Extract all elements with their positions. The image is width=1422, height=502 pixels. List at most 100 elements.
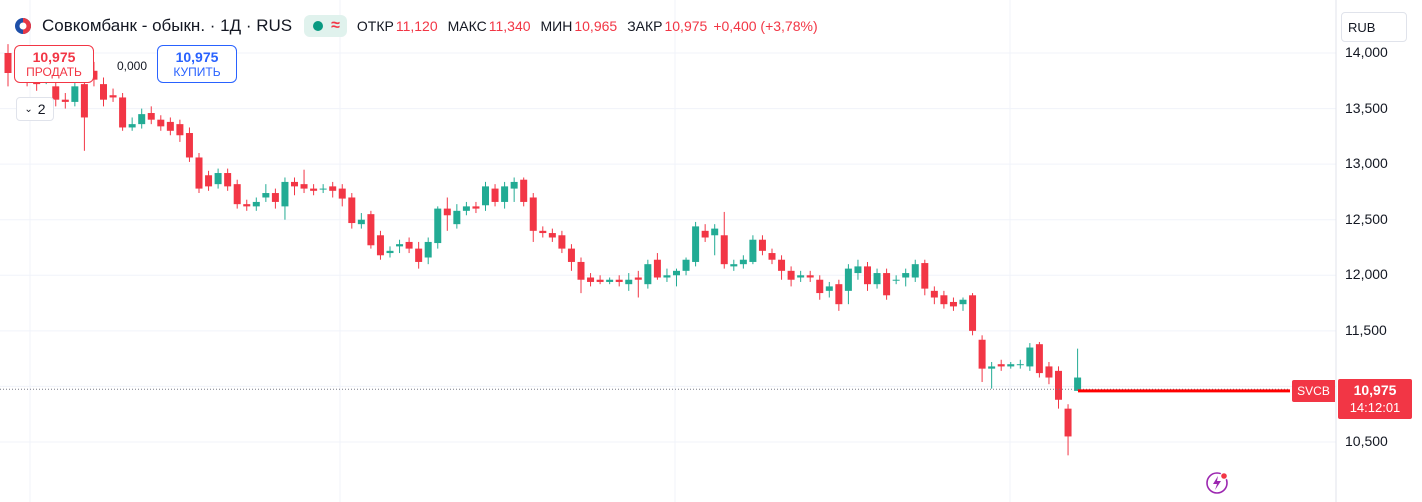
candle: [787, 266, 795, 287]
candle: [376, 230, 384, 260]
candle-body: [864, 266, 871, 285]
ohlc-label-3: ЗАКР: [627, 18, 663, 34]
candle-body: [816, 279, 824, 294]
price-tick-label: 12,000: [1345, 266, 1388, 283]
sell-label: ПРОДАТЬ: [26, 64, 82, 79]
candle: [902, 268, 910, 287]
symbol-title[interactable]: Совкомбанк - обыкн. · 1Д · RUS: [42, 16, 293, 35]
candle: [644, 259, 652, 289]
candle: [424, 237, 432, 265]
price-tick-label: 11,500: [1345, 321, 1387, 338]
status-indicators[interactable]: ≈: [304, 15, 347, 37]
legend-header: Совкомбанк - обыкн. · 1Д · RUS ≈ ОТКР 11,…: [0, 6, 818, 46]
candle: [806, 270, 814, 282]
candle-body: [997, 364, 1005, 367]
candle-body: [1016, 364, 1024, 366]
candle-body: [185, 133, 193, 158]
candle-body: [1007, 364, 1015, 367]
buy-price: 10,975: [175, 48, 219, 65]
ohlc-label-2: МИН: [540, 18, 573, 34]
delayed-data-icon: ≈: [331, 17, 340, 34]
candle: [816, 275, 824, 300]
candle-body: [892, 279, 900, 281]
candle-body: [415, 248, 423, 262]
buy-button[interactable]: 10,975 КУПИТЬ: [157, 45, 237, 83]
candle-body: [949, 301, 957, 307]
candle-body: [835, 284, 843, 305]
candle: [434, 206, 442, 249]
candle-body: [1026, 347, 1034, 367]
candle-body: [606, 279, 614, 282]
candle-body: [682, 259, 690, 271]
candle: [501, 181, 509, 209]
candle-body: [883, 273, 891, 296]
candle-body: [930, 290, 938, 298]
candle: [252, 197, 260, 211]
candle-body: [224, 173, 232, 187]
candle-body: [396, 244, 404, 247]
last-price-value: 10,975: [1353, 382, 1397, 398]
candle: [825, 281, 833, 298]
candle-series: [4, 44, 1082, 456]
candle-body: [911, 264, 919, 278]
candle: [797, 270, 805, 282]
sell-button[interactable]: 10,975 ПРОДАТЬ: [14, 45, 94, 83]
candle-body: [825, 286, 833, 291]
symbol-tag: SVCB: [1292, 380, 1335, 402]
candle-body: [692, 226, 700, 262]
candle-body: [462, 206, 470, 211]
candle: [100, 77, 107, 107]
candle-body: [329, 186, 337, 191]
candle-body: [100, 84, 107, 100]
sovcombank-logo-icon: [14, 17, 32, 35]
candle: [415, 241, 423, 269]
candle: [1007, 361, 1015, 369]
candle-body: [338, 188, 346, 199]
candle-body: [873, 273, 881, 285]
price-lines: [0, 388, 1290, 393]
candle-body: [596, 279, 604, 282]
ohlc-value-1: 11,340: [488, 18, 531, 34]
candle: [338, 184, 346, 207]
candle-body: [921, 263, 929, 289]
candle: [453, 204, 461, 229]
indicator-collapse-button[interactable]: ⌄ 2: [16, 97, 54, 121]
candle: [539, 226, 547, 238]
candle: [844, 264, 852, 305]
candle: [587, 273, 595, 287]
price-tick-label: 12,500: [1345, 210, 1388, 227]
candle: [386, 246, 394, 258]
candle-body: [214, 173, 222, 185]
buy-label: КУПИТЬ: [173, 64, 221, 79]
candle: [997, 359, 1005, 371]
market-open-icon: [313, 21, 324, 31]
candle-body: [978, 339, 986, 369]
candle: [109, 88, 117, 102]
candle: [233, 179, 241, 209]
candle: [969, 293, 977, 336]
candle: [291, 177, 298, 196]
candle: [634, 270, 642, 298]
flash-news-icon[interactable]: [1204, 469, 1230, 495]
candle-body: [653, 259, 661, 278]
candle: [157, 115, 165, 131]
candle: [205, 170, 213, 191]
currency-selector[interactable]: RUB: [1341, 12, 1407, 42]
candle: [692, 221, 700, 267]
candle: [883, 268, 891, 300]
ohlc-value-3: 10,975: [664, 18, 708, 34]
candle-body: [367, 214, 375, 246]
candle-body: [176, 124, 184, 136]
candle: [271, 188, 279, 209]
candle: [711, 224, 719, 256]
candle-body: [205, 175, 213, 187]
currency-label: RUB: [1348, 19, 1376, 35]
candle: [281, 177, 289, 220]
candle-body: [520, 179, 528, 202]
candle: [195, 153, 203, 194]
candle-body: [386, 250, 394, 254]
candle-body: [138, 114, 146, 125]
candle-body: [252, 201, 260, 207]
